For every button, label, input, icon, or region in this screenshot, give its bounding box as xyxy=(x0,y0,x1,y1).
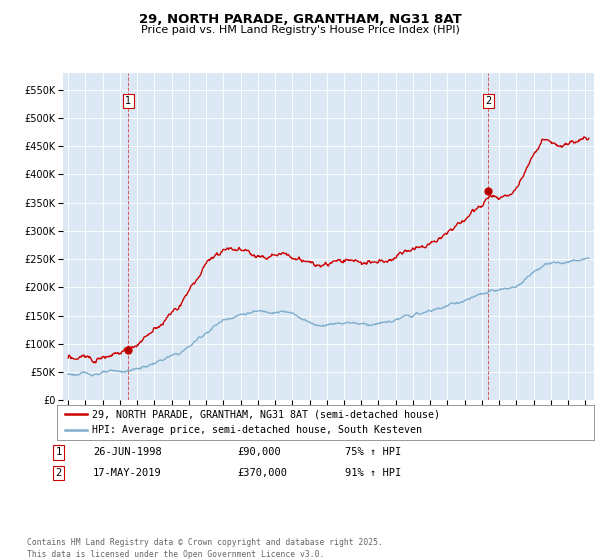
Text: 26-JUN-1998: 26-JUN-1998 xyxy=(93,447,162,458)
Text: £90,000: £90,000 xyxy=(237,447,281,458)
Text: £370,000: £370,000 xyxy=(237,468,287,478)
Text: 29, NORTH PARADE, GRANTHAM, NG31 8AT (semi-detached house): 29, NORTH PARADE, GRANTHAM, NG31 8AT (se… xyxy=(92,409,440,419)
Text: 91% ↑ HPI: 91% ↑ HPI xyxy=(345,468,401,478)
Text: 2: 2 xyxy=(56,468,62,478)
Text: HPI: Average price, semi-detached house, South Kesteven: HPI: Average price, semi-detached house,… xyxy=(92,425,422,435)
Text: Price paid vs. HM Land Registry's House Price Index (HPI): Price paid vs. HM Land Registry's House … xyxy=(140,25,460,35)
Text: 17-MAY-2019: 17-MAY-2019 xyxy=(93,468,162,478)
Text: Contains HM Land Registry data © Crown copyright and database right 2025.
This d: Contains HM Land Registry data © Crown c… xyxy=(27,538,383,559)
Text: 1: 1 xyxy=(125,96,131,106)
Text: 2: 2 xyxy=(485,96,491,106)
Text: 29, NORTH PARADE, GRANTHAM, NG31 8AT: 29, NORTH PARADE, GRANTHAM, NG31 8AT xyxy=(139,13,461,26)
Text: 75% ↑ HPI: 75% ↑ HPI xyxy=(345,447,401,458)
Text: 1: 1 xyxy=(56,447,62,458)
